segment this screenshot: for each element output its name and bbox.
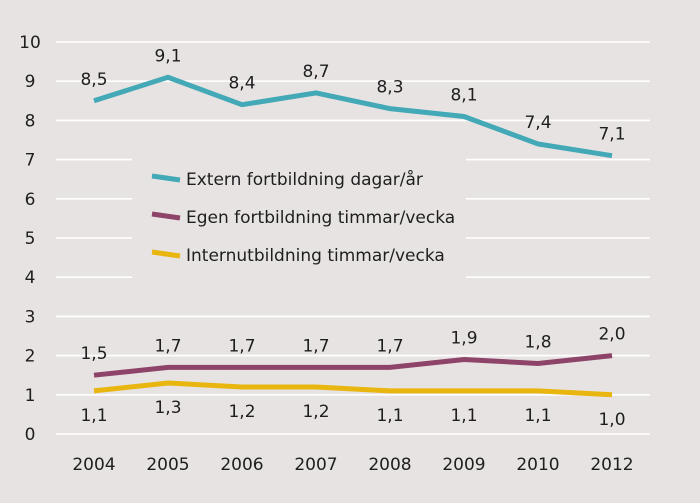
x-tick-label: 2012	[590, 455, 633, 475]
legend-swatch-1	[151, 211, 181, 221]
data-label: 1,7	[228, 336, 255, 356]
legend-swatch-2	[151, 249, 181, 259]
data-label: 1,7	[376, 336, 403, 356]
y-tick-label: 4	[25, 268, 36, 288]
data-label: 1,0	[598, 410, 625, 430]
series-line-1	[93, 353, 613, 378]
y-tick-label: 0	[25, 425, 36, 445]
data-label: 8,7	[302, 62, 329, 82]
data-labels: 8,5 9,1 8,4 8,7 8,3 8,1 7,4 7,1 1,5 1,7 1,7 1,7 1,7 1…	[80, 46, 625, 430]
y-tick-label: 2	[25, 347, 36, 367]
x-axis: 2004 2005 2006 2007 2008 2009 2010 2012	[72, 455, 633, 475]
legend-label-0: Extern fortbildning dagar/år	[186, 169, 423, 190]
x-tick-label: 2009	[442, 455, 485, 475]
y-axis: 0 1 2 3 4 5 6 7 8 9 10	[19, 33, 41, 445]
y-tick-label: 9	[25, 72, 36, 92]
data-label: 1,2	[228, 402, 255, 422]
y-tick-label: 7	[25, 151, 36, 171]
y-tick-label: 8	[25, 111, 36, 131]
data-label: 1,3	[154, 398, 181, 418]
y-tick-label: 1	[25, 386, 36, 406]
x-tick-label: 2006	[220, 455, 263, 475]
data-label: 8,5	[80, 70, 107, 90]
data-label: 1,1	[80, 406, 107, 426]
data-label: 1,9	[450, 329, 477, 349]
series-line-2	[93, 380, 613, 398]
series-line-0	[93, 74, 613, 159]
x-tick-label: 2004	[72, 455, 115, 475]
data-label: 1,1	[524, 406, 551, 426]
x-tick-label: 2008	[368, 455, 411, 475]
data-label: 9,1	[154, 46, 181, 66]
legend: Extern fortbildning dagar/år Egen fortbil…	[151, 169, 455, 266]
y-tick-label: 10	[19, 33, 41, 53]
data-label: 1,1	[376, 406, 403, 426]
data-label: 1,8	[524, 332, 551, 352]
data-label: 8,4	[228, 74, 255, 94]
y-tick-label: 3	[25, 307, 36, 327]
y-tick-label: 6	[25, 190, 36, 210]
data-label: 7,4	[524, 113, 551, 133]
data-label: 1,7	[302, 336, 329, 356]
data-label: 8,1	[450, 85, 477, 105]
data-label: 7,1	[598, 125, 625, 145]
data-label: 1,5	[80, 344, 107, 364]
data-label: 8,3	[376, 78, 403, 98]
x-tick-label: 2007	[294, 455, 337, 475]
x-tick-label: 2005	[146, 455, 189, 475]
data-label: 1,1	[450, 406, 477, 426]
legend-label-1: Egen fortbildning timmar/vecka	[186, 208, 455, 228]
legend-label-2: Internutbildning timmar/vecka	[186, 246, 445, 266]
legend-swatch-0	[151, 173, 181, 183]
y-tick-label: 5	[25, 229, 36, 249]
x-tick-label: 2010	[516, 455, 559, 475]
series-lines	[93, 74, 613, 398]
data-label: 1,7	[154, 336, 181, 356]
data-label: 2,0	[598, 325, 625, 345]
data-label: 1,2	[302, 402, 329, 422]
